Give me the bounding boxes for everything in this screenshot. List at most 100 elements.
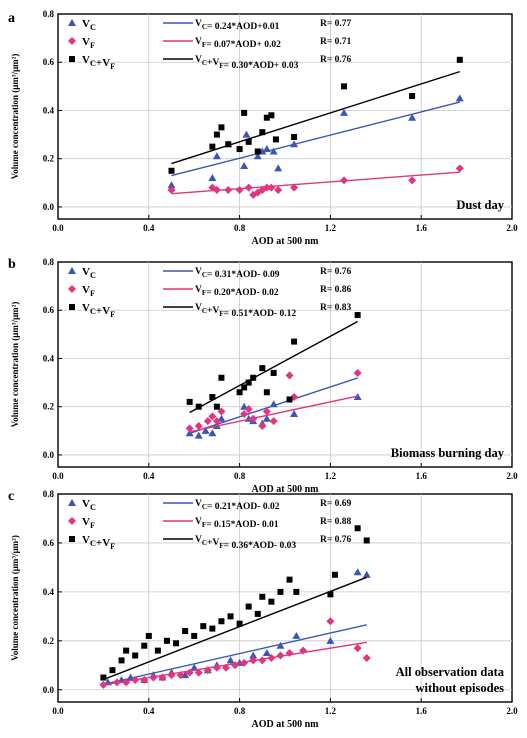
data-point bbox=[241, 109, 248, 116]
legend-fit-equation: VF= 0.15*AOD- 0.01 bbox=[195, 517, 279, 530]
data-point bbox=[236, 620, 243, 627]
data-point bbox=[326, 617, 335, 626]
data-point bbox=[262, 145, 271, 153]
data-point bbox=[262, 649, 271, 657]
data-point bbox=[109, 667, 116, 674]
data-point bbox=[408, 176, 417, 185]
x-tick-label: 0.0 bbox=[52, 223, 64, 233]
data-point bbox=[276, 641, 285, 649]
legend-series-name: VC+VF bbox=[82, 302, 115, 319]
x-tick-label: 1.2 bbox=[325, 223, 337, 233]
data-point bbox=[163, 637, 170, 644]
series-vc-plus-vf: VC+VF VC+VF= 0.30*AOD+ 0.03 R= 0.76 bbox=[69, 54, 463, 174]
data-point bbox=[132, 652, 139, 659]
y-axis-label: Volume concentration (μm³/μm²) bbox=[10, 302, 20, 428]
data-point bbox=[182, 628, 189, 635]
y-tick-label: 0.6 bbox=[43, 305, 55, 315]
data-point bbox=[194, 431, 203, 439]
legend-r-value: R= 0.83 bbox=[320, 303, 352, 313]
x-tick-label: 1.6 bbox=[416, 223, 428, 233]
data-point bbox=[241, 384, 248, 391]
data-point bbox=[123, 647, 130, 654]
x-tick-label: 2.0 bbox=[506, 223, 518, 233]
data-point bbox=[263, 114, 270, 121]
data-point bbox=[245, 138, 252, 145]
data-point bbox=[113, 678, 122, 687]
data-point bbox=[221, 663, 230, 672]
y-tick-label: 0.4 bbox=[43, 105, 55, 115]
data-point bbox=[268, 112, 275, 119]
x-tick-label: 1.6 bbox=[416, 706, 428, 716]
x-tick-label: 1.2 bbox=[325, 706, 337, 716]
data-point bbox=[213, 131, 220, 138]
data-point bbox=[259, 365, 266, 372]
data-point bbox=[225, 141, 232, 148]
data-point bbox=[409, 93, 416, 99]
series-vf: VF VF= 0.15*AOD- 0.01 R= 0.88 bbox=[68, 516, 371, 689]
data-point bbox=[194, 422, 203, 430]
data-point bbox=[236, 389, 243, 396]
legend-series-name: VC bbox=[82, 266, 96, 280]
y-axis-label: Volume concentration (μm³/μm²) bbox=[10, 54, 20, 180]
data-point bbox=[274, 186, 283, 195]
data-point bbox=[285, 649, 294, 658]
x-tick-label: 0.4 bbox=[143, 471, 155, 481]
x-axis-label: AOD at 500 nm bbox=[252, 719, 320, 730]
data-point bbox=[203, 666, 212, 675]
series-vc: VC VC= 0.24*AOD+0.01 R= 0.77 bbox=[68, 18, 464, 189]
x-tick-label: 2.0 bbox=[506, 471, 518, 481]
legend-series-name: VF bbox=[82, 36, 95, 50]
data-point bbox=[354, 312, 361, 319]
data-point bbox=[340, 108, 349, 116]
data-point bbox=[158, 673, 167, 682]
legend-r-value: R= 0.76 bbox=[320, 267, 352, 277]
data-point bbox=[254, 148, 261, 155]
data-point bbox=[254, 610, 261, 617]
data-point bbox=[270, 369, 277, 376]
data-point bbox=[259, 129, 266, 136]
x-tick-label: 2.0 bbox=[506, 706, 518, 716]
data-point bbox=[227, 613, 234, 620]
y-tick-label: 0.8 bbox=[43, 257, 55, 267]
data-point bbox=[154, 647, 161, 654]
plot-frame bbox=[57, 13, 513, 220]
data-point bbox=[212, 152, 221, 160]
x-tick-label: 0.8 bbox=[234, 223, 246, 233]
legend-marker bbox=[68, 37, 76, 45]
panel-annotation: All observation data bbox=[396, 665, 505, 679]
data-point bbox=[455, 94, 464, 102]
data-point bbox=[290, 140, 299, 148]
series-vc-plus-vf: VC+VF VC+VF= 0.51*AOD- 0.12 R= 0.83 bbox=[69, 302, 361, 414]
legend-fit-equation: VC+VF= 0.36*AOD- 0.03 bbox=[195, 535, 296, 551]
legend-marker bbox=[68, 285, 76, 293]
data-point bbox=[262, 407, 271, 416]
data-point bbox=[272, 136, 279, 143]
data-point bbox=[167, 181, 176, 189]
legend-fit-equation: VC+VF= 0.30*AOD+ 0.03 bbox=[195, 55, 299, 71]
series-vf: VF VF= 0.07*AOD+ 0.02 R= 0.71 bbox=[68, 36, 464, 199]
legend-r-value: R= 0.71 bbox=[320, 37, 352, 47]
data-point bbox=[327, 591, 334, 598]
data-point bbox=[353, 368, 362, 377]
y-tick-label: 0.6 bbox=[43, 538, 55, 548]
data-point bbox=[285, 371, 294, 380]
data-point bbox=[173, 640, 180, 647]
data-point bbox=[168, 167, 175, 174]
data-point bbox=[274, 164, 283, 172]
data-point bbox=[269, 400, 278, 408]
data-point bbox=[185, 424, 194, 433]
data-point bbox=[299, 646, 308, 655]
y-tick-label: 0.6 bbox=[43, 57, 55, 67]
data-point bbox=[292, 631, 301, 639]
legend-series-name: VC bbox=[82, 498, 96, 512]
data-point bbox=[185, 429, 194, 437]
data-point bbox=[190, 663, 199, 671]
y-tick-label: 0.0 bbox=[43, 202, 55, 212]
fit-line bbox=[171, 70, 461, 165]
series-vf: VF VF= 0.20*AOD- 0.02 R= 0.86 bbox=[68, 284, 362, 433]
data-point bbox=[186, 398, 193, 405]
data-point bbox=[167, 186, 176, 195]
data-point bbox=[212, 663, 221, 672]
data-point bbox=[249, 656, 258, 665]
data-point bbox=[99, 680, 108, 689]
